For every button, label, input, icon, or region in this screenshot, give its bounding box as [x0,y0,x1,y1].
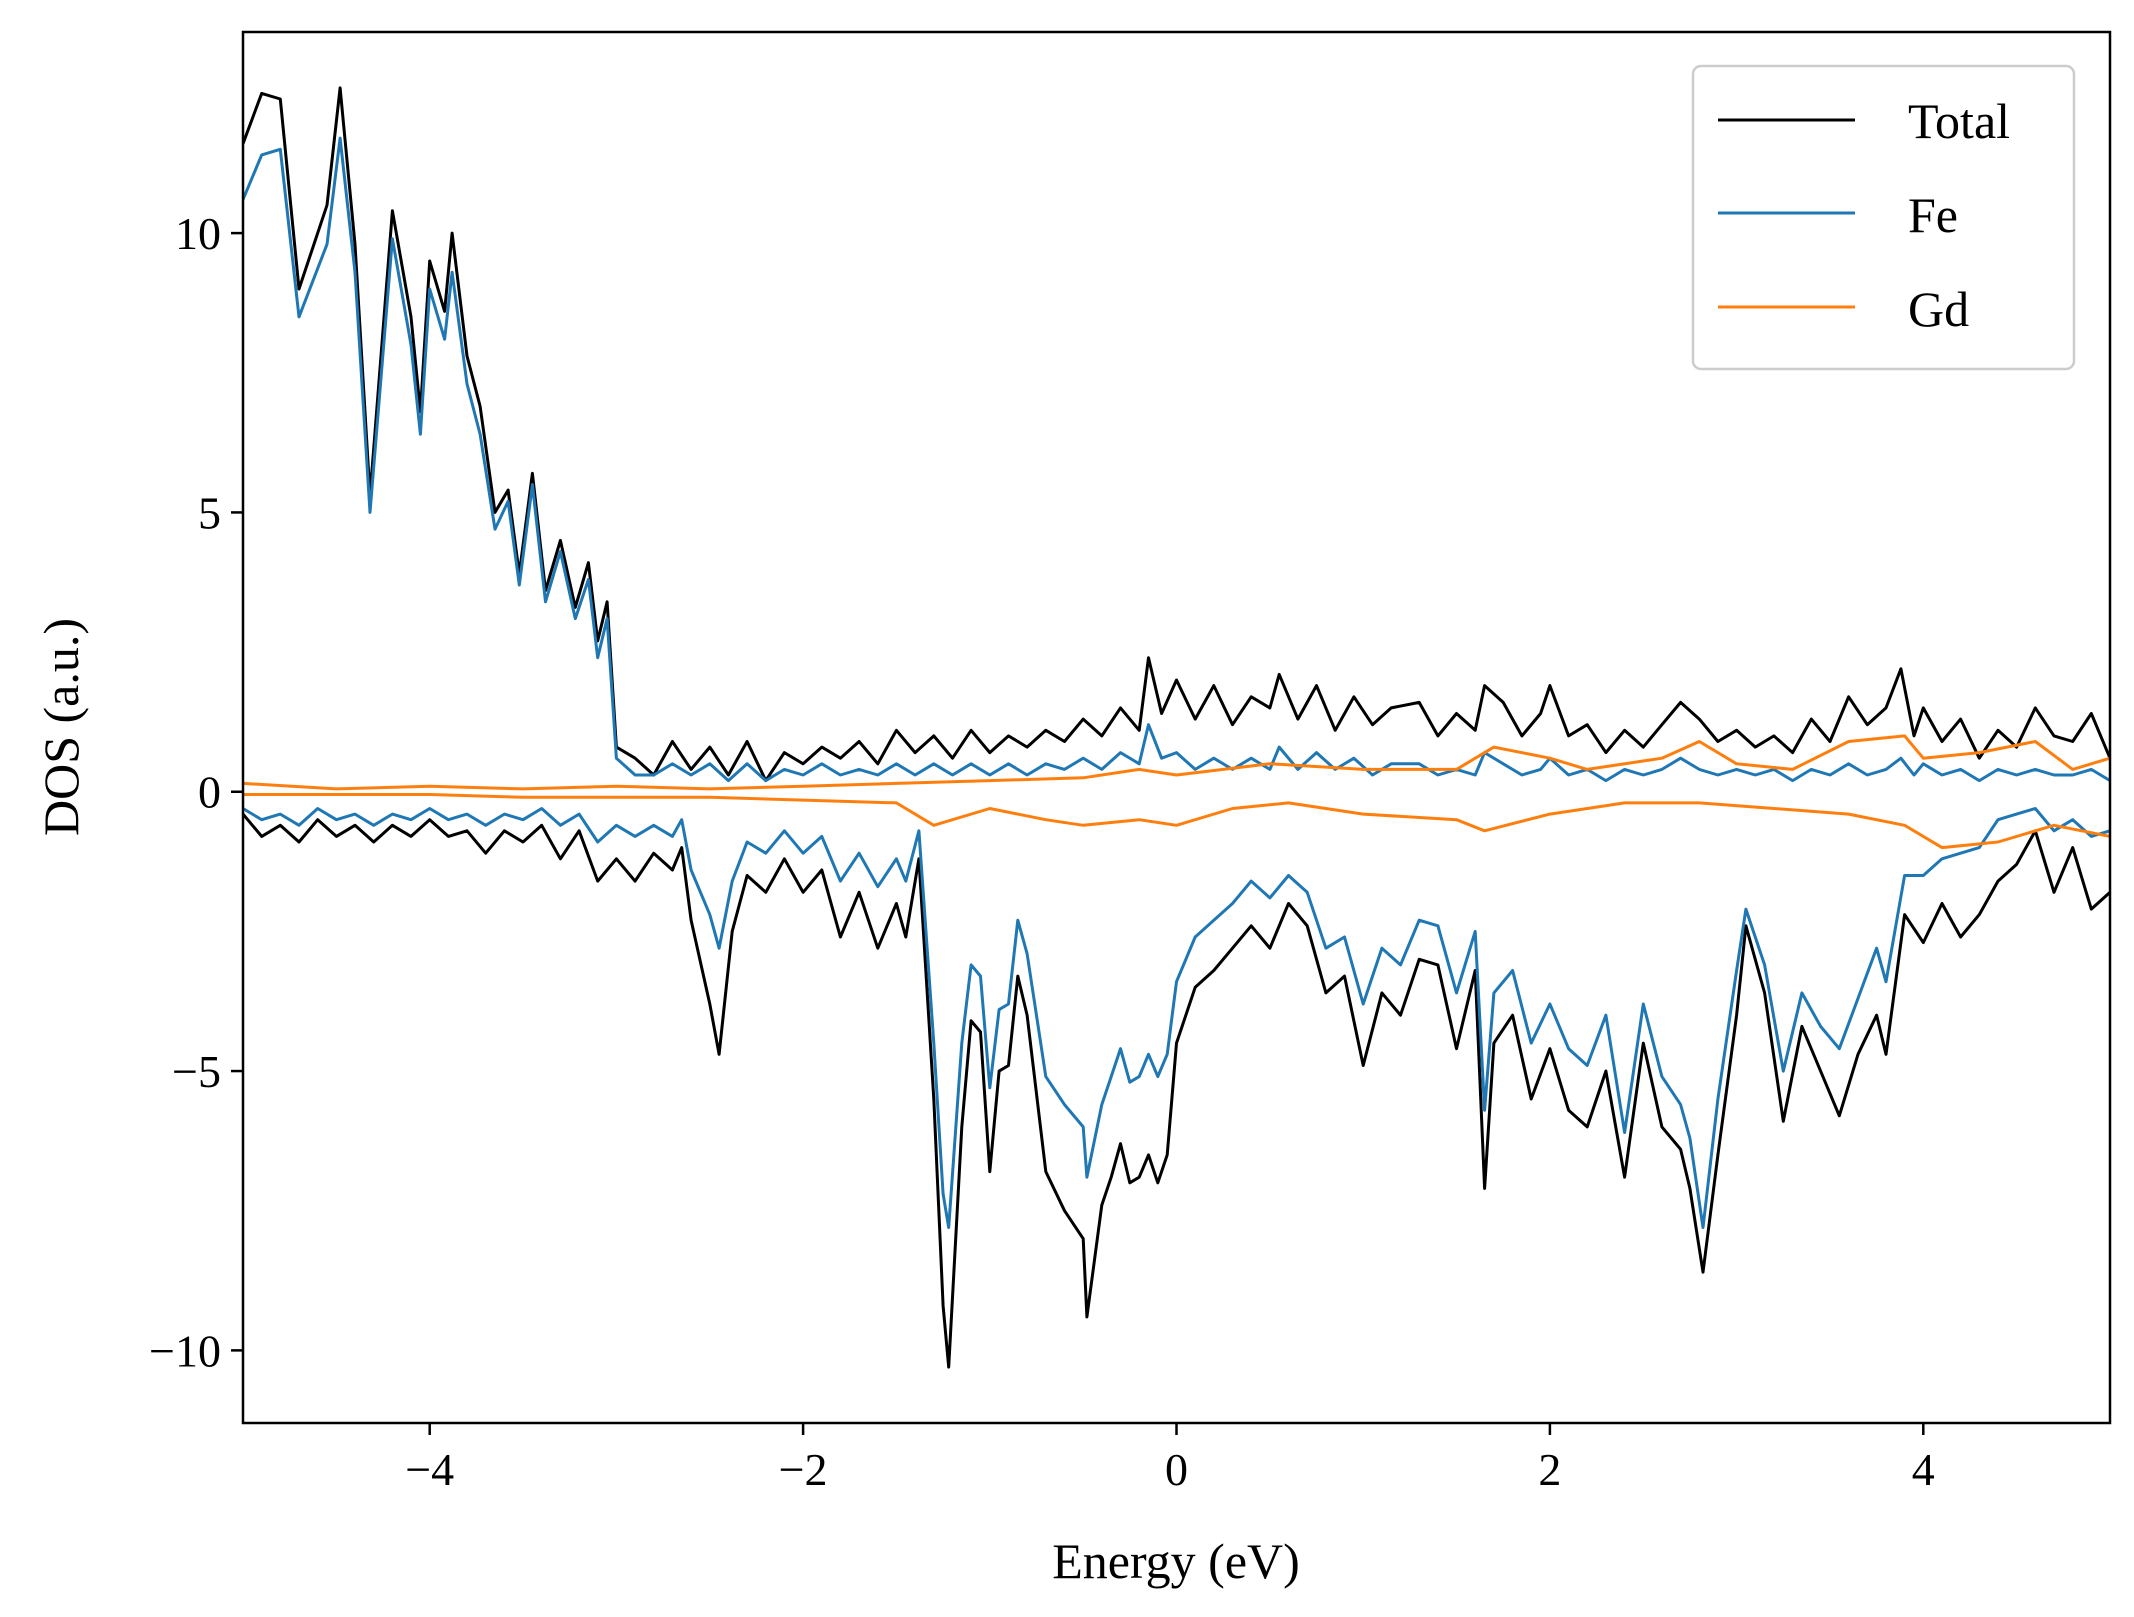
x-axis: −4 −2 0 2 4 [405,1423,1935,1495]
legend-label-fe: Fe [1908,187,1958,243]
x-tick-label: −4 [405,1444,454,1495]
x-tick-label: −2 [779,1444,828,1495]
y-tick-label: 0 [198,767,221,818]
y-axis-label: DOS (a.u.) [33,618,89,836]
y-tick-label: −10 [149,1325,221,1376]
legend-label-total: Total [1908,93,2010,149]
x-axis-label: Energy (eV) [1052,1533,1300,1589]
x-tick-label: 0 [1165,1444,1188,1495]
x-tick-label: 4 [1912,1444,1935,1495]
series-line-fe-up [243,136,2110,783]
series-line-gd-up [243,734,2110,791]
series-line-fe-down [243,807,2110,1229]
y-axis: −10 −5 0 5 10 [149,208,243,1376]
series-layer [243,86,2110,1369]
y-tick-label: 5 [198,487,221,538]
legend: Total Fe Gd [1691,64,2076,371]
series-line-total-down [243,813,2110,1369]
legend-frame [1691,64,2076,371]
y-tick-label: −5 [172,1046,221,1097]
series-line-gd-down [243,793,2110,850]
legend-label-gd: Gd [1908,281,1969,337]
x-tick-label: 2 [1538,1444,1561,1495]
y-tick-label: 10 [175,208,221,259]
